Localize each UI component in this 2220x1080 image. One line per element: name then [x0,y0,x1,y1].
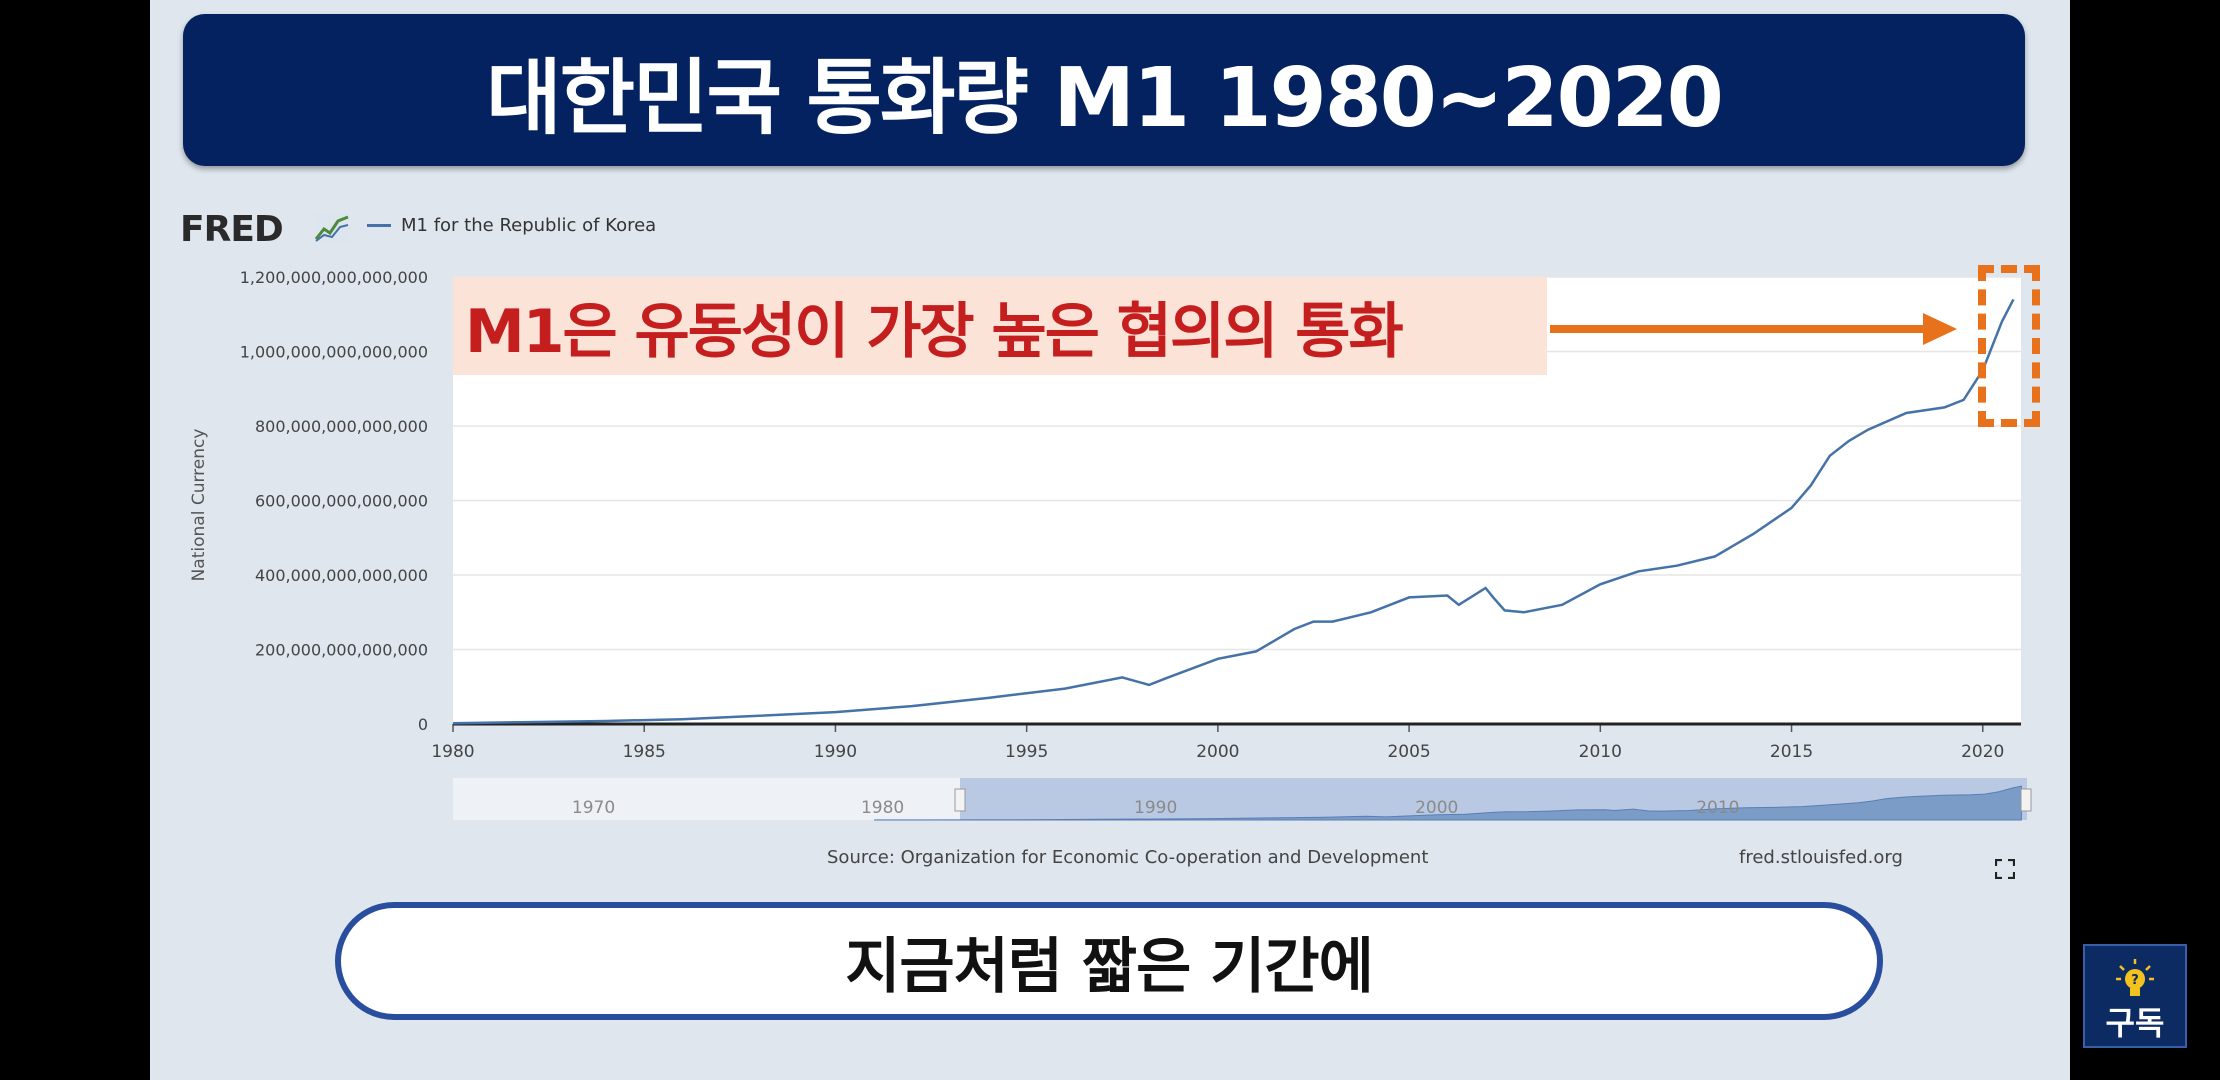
subscribe-button[interactable]: ? 구독 [2083,944,2187,1048]
subtitle-caption: 지금처럼 짧은 기간에 [335,902,1883,1020]
navigator[interactable]: 1970 1980 1990 2000 2010 [453,778,2032,821]
legend-label: M1 for the Republic of Korea [401,215,657,236]
highlight-dashed-box [1978,265,2040,427]
navigator-handle-left[interactable] [954,788,966,812]
navigator-label: 1980 [861,798,904,818]
subscribe-label: 구독 [2105,1004,2165,1042]
x-tick-label: 2005 [1387,742,1430,762]
navigator-label: 2010 [1696,798,1739,818]
x-axis-ticks: 1980 1985 1990 1995 2000 2005 2010 2015 2020 [431,724,2004,762]
y-axis-ticks: 0 200,000,000,000,000 400,000,000,000,000 6… [240,268,428,734]
navigator-label: 1970 [572,798,615,818]
y-tick-label: 1,200,000,000,000,000 [240,268,428,287]
lightbulb-icon: ? [2116,959,2154,996]
y-tick-label: 200,000,000,000,000 [255,641,428,660]
fred-chart-icon [314,213,350,243]
x-tick-label: 1985 [623,742,666,762]
fullscreen-icon[interactable] [1995,859,2015,879]
arrow-head-icon [1923,313,1957,345]
source-text: Source: Organization for Economic Co-ope… [827,847,1429,868]
x-tick-label: 2020 [1961,742,2004,762]
chart-legend[interactable]: M1 for the Republic of Korea [367,215,656,236]
x-tick-label: 2000 [1196,742,1239,762]
slide-title: 대한민국 통화량 M1 1980~2020 [486,50,1724,146]
subtitle-text: 지금처럼 짧은 기간에 [845,931,1374,1002]
navigator-area [874,785,2022,821]
slide: 대한민국 통화량 M1 1980~2020 FRED M1 for the Re… [150,0,2070,1080]
y-axis-label: National Currency [189,429,209,582]
x-tick-label: 1980 [431,742,474,762]
navigator-label: 1990 [1134,798,1177,818]
m1-series-line [452,298,2015,725]
navigator-label: 2000 [1415,798,1458,818]
y-tick-label: 1,000,000,000,000,000 [240,343,428,362]
fred-logo: FRED [180,209,284,250]
legend-swatch [367,224,391,227]
navigator-labels: 1970 1980 1990 2000 2010 [572,798,1740,818]
navigator-handle-right[interactable] [2020,788,2032,812]
y-tick-label: 0 [418,715,428,734]
x-tick-label: 2010 [1579,742,1622,762]
title-banner: 대한민국 통화량 M1 1980~2020 [183,14,2025,166]
x-tick-label: 1990 [814,742,857,762]
y-tick-label: 400,000,000,000,000 [255,566,428,585]
y-tick-label: 800,000,000,000,000 [255,417,428,436]
x-tick-label: 1995 [1005,742,1048,762]
arrow-icon [1550,325,1923,333]
m1-line-chart: 0 200,000,000,000,000 400,000,000,000,000 6… [189,268,2032,821]
annotation-text: M1은 유동성이 가장 높은 협의의 통화 [465,296,1404,367]
fred-url-link[interactable]: fred.stlouisfed.org [1739,847,1903,868]
svg-text:?: ? [2131,973,2139,988]
annotation-box: M1은 유동성이 가장 높은 협의의 통화 [453,277,1547,375]
x-tick-label: 2015 [1770,742,1813,762]
y-tick-label: 600,000,000,000,000 [255,492,428,511]
